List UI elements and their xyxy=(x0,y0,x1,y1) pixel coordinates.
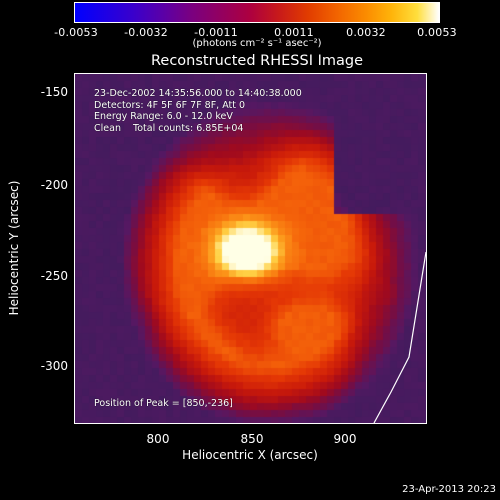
colorbar-tick-label: -0.0032 xyxy=(124,26,168,39)
y-tick-label: -200 xyxy=(40,178,68,192)
x-tick-label: 850 xyxy=(240,432,264,446)
colorbar-unit: (photons cm⁻² s⁻¹ asec⁻²) xyxy=(192,38,322,49)
limb-overlay xyxy=(373,251,426,423)
peak-position-text: Position of Peak = [850,-236] xyxy=(94,398,233,409)
rhessi-image xyxy=(75,74,426,423)
info-line-clean: Clean Total counts: 6.85E+04 xyxy=(94,122,244,134)
image-plot: 23-Dec-2002 14:35:56.000 to 14:40:38.000… xyxy=(74,73,427,424)
y-tick-label: -300 xyxy=(40,359,68,373)
solar-limb-line xyxy=(373,251,426,423)
colorbar-tick-label: 0.0032 xyxy=(346,26,386,39)
colorbar xyxy=(74,2,440,23)
colorbar-tick-label: 0.0011 xyxy=(274,26,314,39)
plot-title: Reconstructed RHESSI Image xyxy=(150,53,364,69)
info-line-time-range: 23-Dec-2002 14:35:56.000 to 14:40:38.000 xyxy=(94,88,302,99)
colorbar-tick-label: 0.0053 xyxy=(417,26,457,39)
y-axis-label: Heliocentric Y (arcsec) xyxy=(7,180,21,316)
y-tick-label: -150 xyxy=(40,85,68,99)
y-tick-label: -250 xyxy=(40,269,68,283)
info-line-energy: Energy Range: 6.0 - 12.0 keV xyxy=(94,111,233,122)
footer-date: 23-Apr-2013 20:23 xyxy=(402,484,496,495)
colorbar-tick-label: -0.0053 xyxy=(54,26,98,39)
x-axis-label: Heliocentric X (arcsec) xyxy=(182,448,318,462)
colorbar-tick-label: -0.0011 xyxy=(194,26,238,39)
x-tick-label: 900 xyxy=(333,432,357,446)
info-line-detectors: Detectors: 4F 5F 6F 7F 8F, Att 0 xyxy=(94,99,246,111)
x-tick-label: 800 xyxy=(146,432,170,446)
colorbar-gradient xyxy=(75,3,439,22)
